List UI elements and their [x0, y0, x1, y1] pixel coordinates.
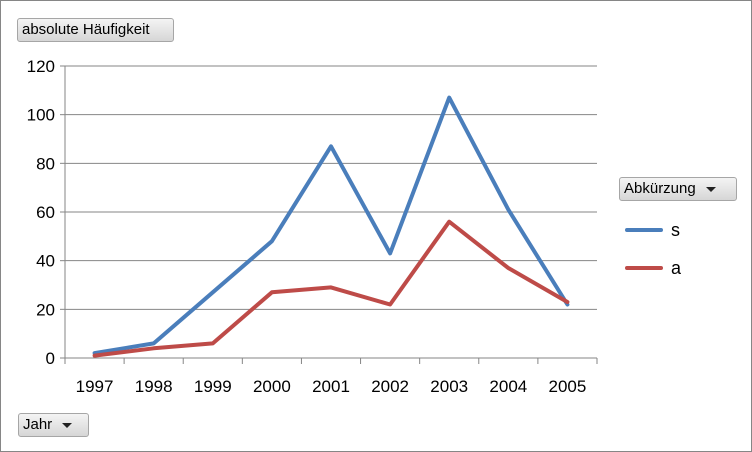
legend-item-s: s [625, 211, 735, 249]
legend-field-label: Abkürzung [624, 180, 696, 197]
legend-label: a [671, 257, 682, 278]
y-tick-label: 20 [36, 300, 55, 319]
y-tick-label: 40 [36, 252, 55, 271]
series-line-s [92, 95, 570, 356]
y-axis: 0 20 40 60 80 100 120 [27, 57, 66, 368]
y-tick-label: 120 [27, 57, 55, 76]
legend-swatch [625, 266, 663, 270]
value-field-label: absolute Häufigkeit [22, 21, 150, 38]
series-lines [92, 95, 570, 358]
y-tick-label: 80 [36, 154, 55, 173]
y-tick-label: 100 [27, 106, 55, 125]
series-line-a [92, 219, 570, 358]
legend-field-button[interactable]: Abkürzung [619, 177, 737, 201]
axis-field-button[interactable]: Jahr [18, 413, 89, 437]
x-tick-label: 1999 [194, 377, 232, 396]
grid-lines [65, 65, 597, 310]
legend-item-a: a [625, 249, 735, 287]
axis-field-label: Jahr [23, 416, 53, 433]
x-tick-label: 2000 [253, 377, 291, 396]
y-tick-label: 0 [46, 349, 55, 368]
dropdown-caret-icon[interactable] [62, 422, 73, 428]
legend-swatch [625, 228, 663, 232]
x-tick-label: 2002 [371, 377, 409, 396]
x-tick-label: 1997 [76, 377, 114, 396]
x-tick-label: 2003 [430, 377, 468, 396]
legend-label: s [671, 219, 680, 240]
x-tick-label: 2001 [312, 377, 350, 396]
x-axis: 1997 1998 1999 2000 2001 2002 2003 2004 2005 [64, 357, 598, 396]
x-tick-label: 2004 [489, 377, 527, 396]
y-tick-label: 60 [36, 203, 55, 222]
dropdown-caret-icon[interactable] [705, 186, 716, 192]
x-tick-label: 1998 [135, 377, 173, 396]
x-tick-label: 2005 [549, 377, 587, 396]
value-field-button[interactable]: absolute Häufigkeit [17, 18, 174, 42]
